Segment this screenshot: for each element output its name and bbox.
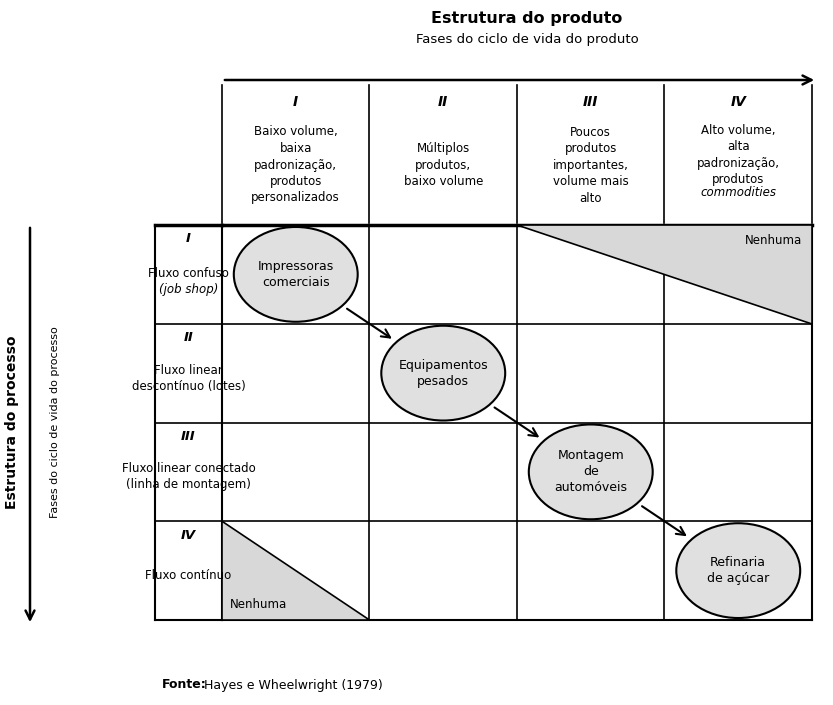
Text: Impressoras
comerciais: Impressoras comerciais (257, 260, 334, 289)
Text: Refinaria
de açúcar: Refinaria de açúcar (707, 556, 770, 585)
Text: I: I (293, 95, 298, 109)
Text: IV: IV (731, 95, 746, 109)
Ellipse shape (676, 523, 801, 618)
Polygon shape (517, 225, 812, 324)
Text: III: III (182, 430, 196, 443)
Text: Múltiplos
produtos,
baixo volume: Múltiplos produtos, baixo volume (403, 142, 483, 188)
Text: Baixo volume,
baixa
padronização,
produtos
personalizados: Baixo volume, baixa padronização, produt… (252, 125, 340, 204)
Text: Hayes e Wheelwright (1979): Hayes e Wheelwright (1979) (200, 678, 382, 692)
Text: Fonte:: Fonte: (162, 678, 207, 692)
Text: Fluxo confuso: Fluxo confuso (148, 266, 229, 280)
Ellipse shape (529, 424, 653, 520)
Text: Fluxo linear conectado
(linha de montagem): Fluxo linear conectado (linha de montage… (122, 462, 256, 491)
Text: (job shop): (job shop) (159, 283, 218, 296)
Text: Fluxo linear
descontínuo (lotes): Fluxo linear descontínuo (lotes) (132, 364, 246, 393)
Text: Fluxo contínuo: Fluxo contínuo (146, 569, 232, 582)
Text: commodities: commodities (701, 187, 776, 200)
Text: Nenhuma: Nenhuma (745, 233, 802, 247)
Polygon shape (222, 521, 370, 620)
Text: Fases do ciclo de vida do processo: Fases do ciclo de vida do processo (50, 326, 60, 518)
Text: Equipamentos
pesados: Equipamentos pesados (398, 359, 488, 388)
Text: III: III (583, 95, 598, 109)
Text: Estrutura do processo: Estrutura do processo (5, 336, 19, 509)
Text: Montagem
de
automóveis: Montagem de automóveis (554, 449, 627, 494)
Text: II: II (183, 331, 193, 344)
Text: Estrutura do produto: Estrutura do produto (431, 11, 623, 25)
Text: Fases do ciclo de vida do produto: Fases do ciclo de vida do produto (416, 34, 638, 47)
Text: Poucos
produtos
importantes,
volume mais
alto: Poucos produtos importantes, volume mais… (553, 125, 629, 204)
Ellipse shape (234, 227, 357, 321)
Text: IV: IV (181, 529, 196, 541)
Ellipse shape (382, 326, 505, 420)
Text: II: II (438, 95, 448, 109)
Text: I: I (186, 233, 191, 245)
Text: Nenhuma: Nenhuma (230, 599, 287, 611)
Text: Alto volume,
alta
padronização,
produtos: Alto volume, alta padronização, produtos (696, 124, 780, 186)
